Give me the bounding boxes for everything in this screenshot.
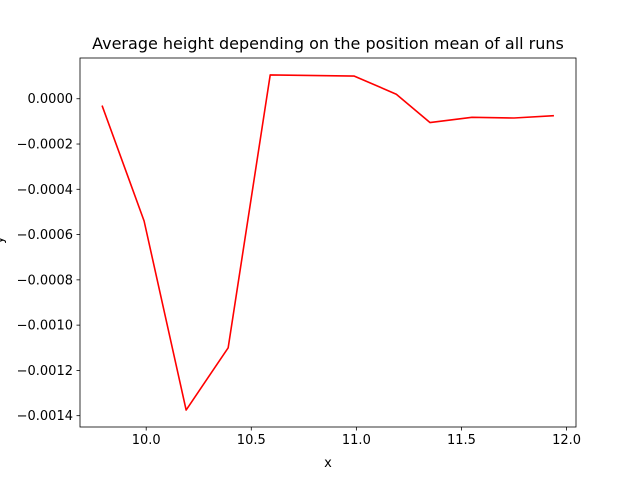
series-line [101,74,554,411]
x-tick-label: 11.5 [447,433,476,448]
x-axis-ticks: 10.0 10.5 11.0 11.5 12.0 [132,427,581,448]
y-axis-ticks: 0.0000 −0.0002 −0.0004 −0.0006 −0.0008 −0.001… [17,92,80,424]
x-axis-label: x [324,456,332,471]
y-tick-label: −0.0010 [17,319,73,334]
plot-area [101,74,554,411]
x-tick-label: 11.0 [342,433,371,448]
y-axis-label: y [0,236,7,244]
axes-frame [79,57,577,428]
y-tick-label: −0.0008 [17,273,73,288]
x-tick-label: 12.0 [552,433,581,448]
y-tick-label: −0.0006 [17,228,73,243]
y-tick-label: −0.0014 [17,409,73,424]
x-tick-label: 10.5 [237,433,266,448]
x-tick-label: 10.0 [132,433,161,448]
y-tick-label: −0.0012 [17,364,73,379]
y-tick-label: 0.0000 [28,92,74,107]
y-tick-label: −0.0004 [17,183,73,198]
chart-title: Average height depending on the position… [92,34,564,53]
y-tick-label: −0.0002 [17,138,73,153]
